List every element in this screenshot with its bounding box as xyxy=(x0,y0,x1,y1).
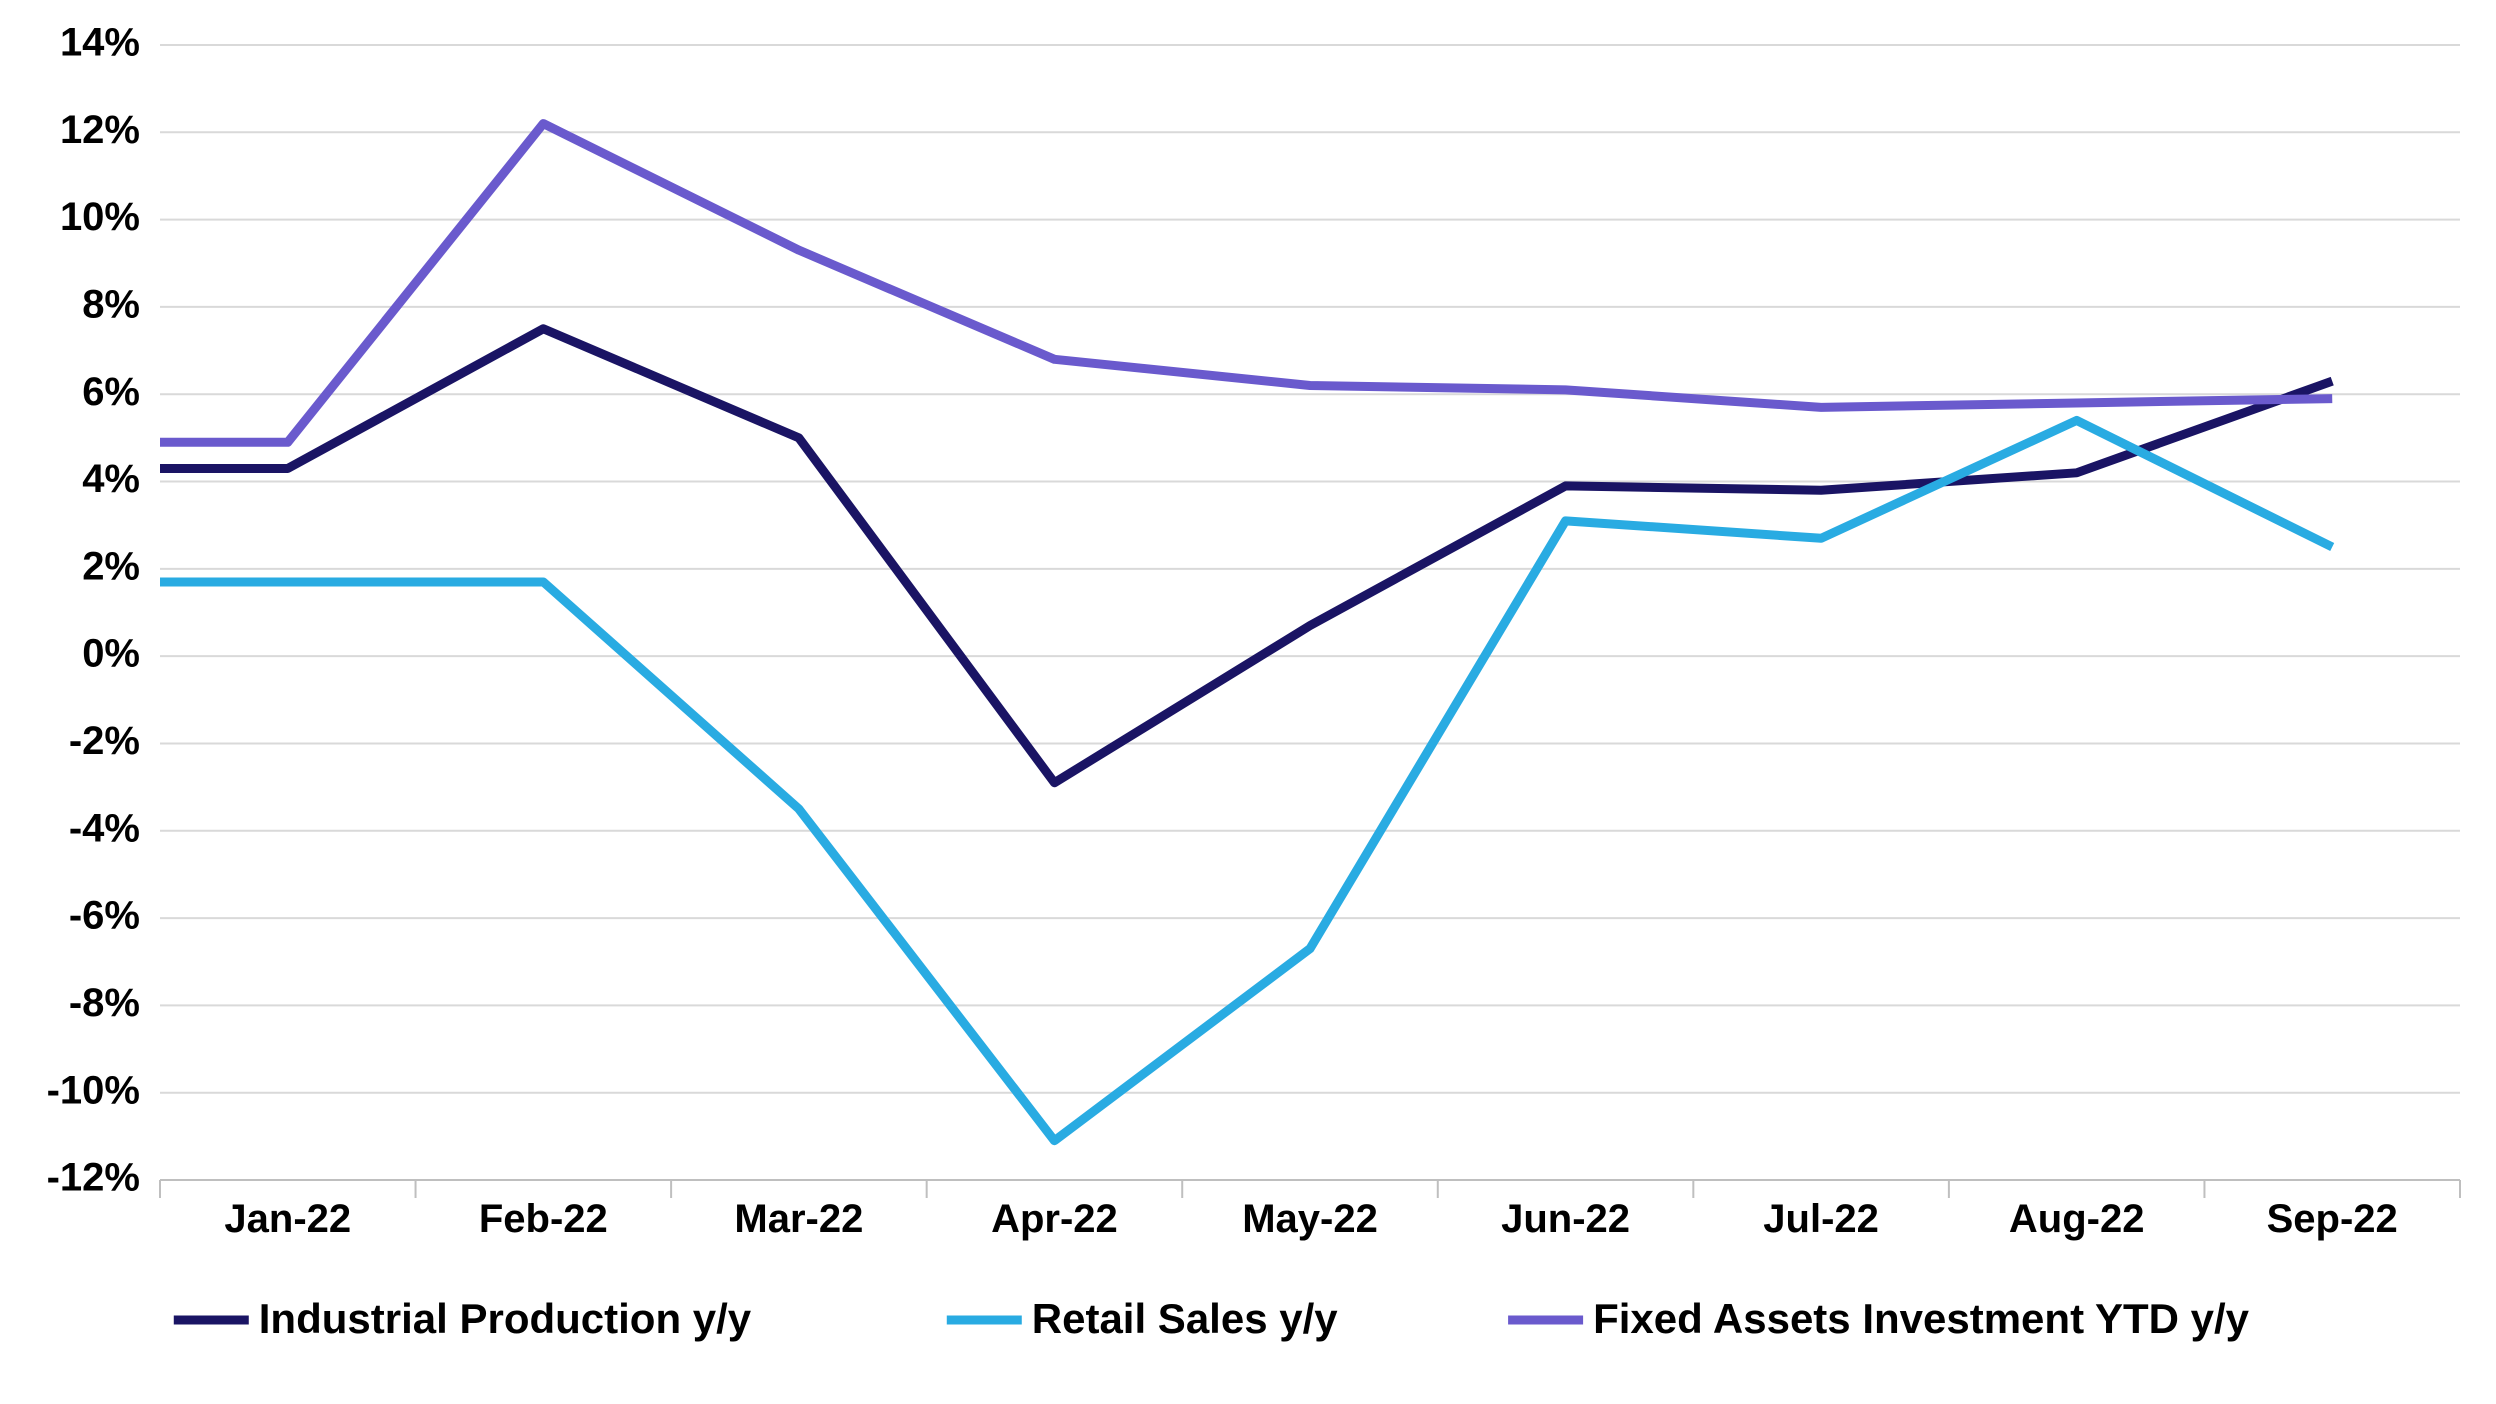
legend-label: Industrial Production y/y xyxy=(259,1295,752,1342)
x-tick-label: Feb-22 xyxy=(479,1197,608,1241)
y-tick-label: 4% xyxy=(82,457,140,501)
y-tick-label: 0% xyxy=(82,632,140,676)
y-tick-label: 10% xyxy=(60,195,140,239)
x-tick-label: Apr-22 xyxy=(991,1197,1118,1241)
y-tick-label: 12% xyxy=(60,108,140,152)
y-tick-label: -8% xyxy=(69,981,140,1025)
line-chart: 14% 12% 10% 8% 6% 4% 2% 0% -2% -4% -6% -8% -10% -12% J… xyxy=(0,0,2496,1404)
legend-label: Retail Sales y/y xyxy=(1032,1295,1338,1342)
series-line-1 xyxy=(160,420,2332,1140)
y-tick-label: -4% xyxy=(69,806,140,850)
x-tick-label: May-22 xyxy=(1242,1197,1378,1241)
y-tick-label: 14% xyxy=(60,21,140,65)
series-line-0 xyxy=(160,329,2332,783)
y-tick-label: -6% xyxy=(69,894,140,938)
x-tick-label: Jun-22 xyxy=(1501,1197,1630,1241)
x-tick-label: Jan-22 xyxy=(224,1197,351,1241)
y-tick-label: 2% xyxy=(82,544,140,588)
legend-label: Fixed Assets Investment YTD y/y xyxy=(1593,1295,2250,1342)
y-tick-label: -10% xyxy=(47,1068,140,1112)
x-tick-label: Jul-22 xyxy=(1763,1197,1879,1241)
chart-svg: 14% 12% 10% 8% 6% 4% 2% 0% -2% -4% -6% -8% -10% -12% J… xyxy=(0,0,2496,1404)
x-tick-label: Sep-22 xyxy=(2267,1197,2398,1241)
x-tick-label: Aug-22 xyxy=(2009,1197,2145,1241)
x-tick-label: Mar-22 xyxy=(734,1197,863,1241)
y-tick-label: 6% xyxy=(82,370,140,414)
y-tick-label: -2% xyxy=(69,719,140,763)
y-tick-label: 8% xyxy=(82,282,140,326)
y-tick-label: -12% xyxy=(47,1156,140,1200)
